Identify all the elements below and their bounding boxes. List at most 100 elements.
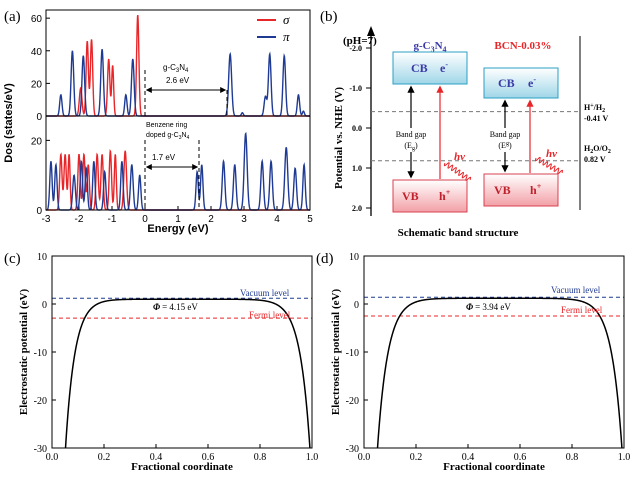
dos-series-a-bottom-1 <box>46 131 310 211</box>
panel-d-frame <box>363 255 625 449</box>
vb-label-gcn: VB <box>402 189 419 203</box>
bottom-gap-material-line2: doped g-C3N4 <box>146 132 190 141</box>
panel-c-xlabel: Fractional coordinate <box>131 461 233 473</box>
a-xtick-label: 1 <box>175 214 181 225</box>
panel-b-ylabel: Potential vs. NHE (V) <box>333 87 345 189</box>
panel-a-frame <box>45 9 311 211</box>
ytick-label: 10 <box>349 252 359 263</box>
xtick-label: 0.8 <box>254 452 267 463</box>
a-top-ytick-label: 40 <box>31 47 43 58</box>
panel-a: (a) Dos (states/eV) 0 20 40 60 0 20 -3 -2 -1 0 1… <box>3 9 313 235</box>
legend-pi-label: π <box>283 29 290 44</box>
panel-d: (d) Electrostatic potential (eV) 10 0 -10 -… <box>316 251 630 473</box>
ytick-label: 10 <box>37 252 47 263</box>
hole-label-bcn: h+ <box>530 182 542 197</box>
panel-b-axis-arrowhead <box>367 26 375 36</box>
b-ytick-label: 1.0 <box>352 164 362 173</box>
bandgap-symbol-gcn: (Eg) <box>404 141 418 152</box>
a-top-ytick-label: 60 <box>31 14 43 25</box>
hv-label-gcn: hv <box>454 151 465 163</box>
panel-c-vacuum-label: Vacuum level <box>240 288 290 298</box>
bottom-gap-annotation: Benzene ring doped g-C3N4 1.7 eV <box>144 122 200 210</box>
panel-c-ticks: 10 0 -10 -20 -300.0 0.2 0.4 0.6 0.8 1.0 <box>34 252 319 463</box>
a-xtick-label: 5 <box>307 214 313 225</box>
a-xtick-label: 0 <box>142 214 148 225</box>
panel-c-letter: (c) <box>4 251 21 267</box>
xtick-label: 1.0 <box>618 452 631 463</box>
photon-wave-bcn <box>535 156 563 175</box>
cb-label-gcn: CB <box>411 61 428 75</box>
vb-label-bcn: VB <box>494 183 511 197</box>
a-top-ytick-label: 0 <box>36 112 42 123</box>
a-xtick-label: -1 <box>108 214 117 225</box>
panel-b-yticks: -2.0 -1.0 0.0 1.0 2.0 <box>349 44 371 213</box>
ytick-label: -10 <box>34 348 47 359</box>
bandgap-label-bcn: Band gap <box>490 130 520 139</box>
bottom-gap-value: 1.7 eV <box>152 153 176 162</box>
electron-label-bcn: e- <box>528 75 536 90</box>
panel-a-xlabel: Energy (eV) <box>147 223 208 235</box>
reference-h2-label: H+/H2 <box>584 103 605 114</box>
b-ytick-label: 0.0 <box>352 124 362 133</box>
a-xtick-label: 2 <box>208 214 214 225</box>
reference-h2-value: -0.41 V <box>584 114 609 123</box>
panel-a-legend: σ π <box>257 12 290 44</box>
panel-d-work-function: Φ = 3.94 eV <box>466 302 511 312</box>
xtick-label: 0.0 <box>46 452 59 463</box>
panel-a-top-curves <box>46 14 310 117</box>
panel-d-ylabel: Electrostatic potential (eV) <box>330 289 342 416</box>
panel-a-bottom-curves <box>46 131 310 211</box>
a-bottom-ytick-label: 20 <box>31 136 43 147</box>
ytick-label: -20 <box>346 396 359 407</box>
bottom-gap-material-line1: Benzene ring <box>146 122 187 129</box>
photon-wave-gcn <box>443 162 472 181</box>
panel-d-potential-curve <box>376 297 623 449</box>
hole-label-gcn: h+ <box>439 188 451 203</box>
panel-c-frame <box>51 255 313 449</box>
panel-b: (b) (pH=7) Potential vs. NHE (V) -2.0 -1.… <box>320 9 611 239</box>
b-ytick-label: 2.0 <box>352 204 362 213</box>
a-xtick-label: -2 <box>75 214 84 225</box>
panel-c-ylabel: Electrostatic potential (eV) <box>18 289 30 416</box>
reference-o2-value: 0.82 V <box>584 155 606 164</box>
legend-sigma-label: σ <box>283 12 290 27</box>
xtick-label: 0.6 <box>514 452 527 463</box>
a-xtick-label: -3 <box>42 214 51 225</box>
ytick-label: 0 <box>354 300 359 311</box>
material-title-bcn: BCN-0.03% <box>494 40 551 52</box>
panel-a-ylabel: Dos (states/eV) <box>3 83 15 163</box>
top-gap-annotation: g-C3N4 2.6 eV <box>144 63 228 116</box>
top-gap-value: 2.6 eV <box>166 76 190 85</box>
a-top-ytick-label: 20 <box>31 79 43 90</box>
ytick-label: -20 <box>34 396 47 407</box>
xtick-label: 1.0 <box>306 452 319 463</box>
cb-label-bcn: CB <box>498 76 515 90</box>
vb-box-bcn <box>483 173 559 207</box>
panel-b-letter: (b) <box>320 9 338 25</box>
panel-d-xlabel: Fractional coordinate <box>443 461 545 473</box>
cb-box-bcn <box>483 67 559 99</box>
ytick-label: -10 <box>346 348 359 359</box>
xtick-label: 0.0 <box>358 452 371 463</box>
bandgap-label-bg-gcn <box>394 128 434 152</box>
xtick-label: 0.2 <box>98 452 111 463</box>
hv-label-bcn: hv <box>546 148 557 160</box>
ytick-label: -30 <box>346 444 359 455</box>
a-bottom-ytick-label: 0 <box>36 206 42 217</box>
cb-box-gcn <box>392 51 468 85</box>
reference-o2-label: H2O/O2 <box>584 144 611 155</box>
panel-d-fermi-label: Fermi level <box>561 305 603 315</box>
panel-b-ph: (pH=7) <box>343 35 377 47</box>
vb-box-gcn <box>392 179 468 213</box>
xtick-label: 0.4 <box>462 452 475 463</box>
ytick-label: 0 <box>42 300 47 311</box>
material-title-gcn: g-C3N4 <box>413 40 446 54</box>
top-gap-material: g-C3N4 <box>163 63 189 74</box>
xtick-label: 0.2 <box>410 452 423 463</box>
panel-c: (c) Electrostatic potential (eV) 10 0 -10 -… <box>4 251 318 473</box>
panel-d-ticks: 10 0 -10 -20 -300.0 0.2 0.4 0.6 0.8 1.0 <box>346 252 631 463</box>
panel-c-work-function: Φ = 4.15 eV <box>153 302 198 312</box>
xtick-label: 0.8 <box>566 452 579 463</box>
xtick-label: 0.6 <box>202 452 215 463</box>
